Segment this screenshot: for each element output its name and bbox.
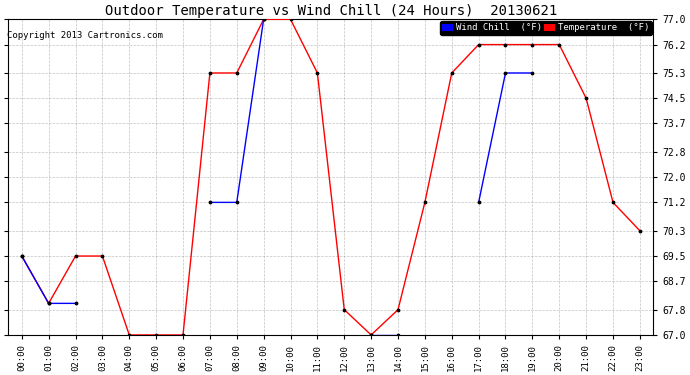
Title: Outdoor Temperature vs Wind Chill (24 Hours)  20130621: Outdoor Temperature vs Wind Chill (24 Ho… [105,4,557,18]
Legend: Wind Chill  (°F), Temperature  (°F): Wind Chill (°F), Temperature (°F) [440,21,651,34]
Text: Copyright 2013 Cartronics.com: Copyright 2013 Cartronics.com [7,30,163,39]
